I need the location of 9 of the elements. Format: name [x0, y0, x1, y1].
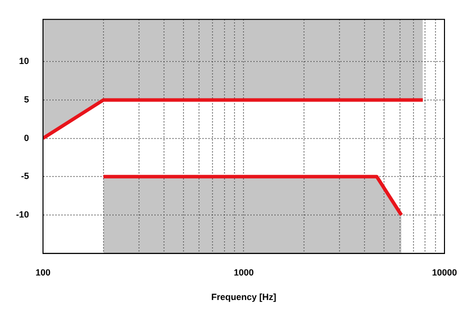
x-tick-label: 100: [35, 267, 51, 278]
y-tick-label: -10: [16, 210, 30, 220]
y-tick-label: 5: [24, 94, 30, 104]
y-tick-label: -5: [20, 171, 30, 182]
x-tick-label: 1000: [234, 267, 254, 278]
y-tick-label: 10: [18, 56, 30, 66]
y-tick-label: 0: [24, 132, 30, 143]
x-axis-title: Frequency [Hz]: [211, 292, 276, 302]
x-tick-label: 10000: [432, 267, 457, 278]
